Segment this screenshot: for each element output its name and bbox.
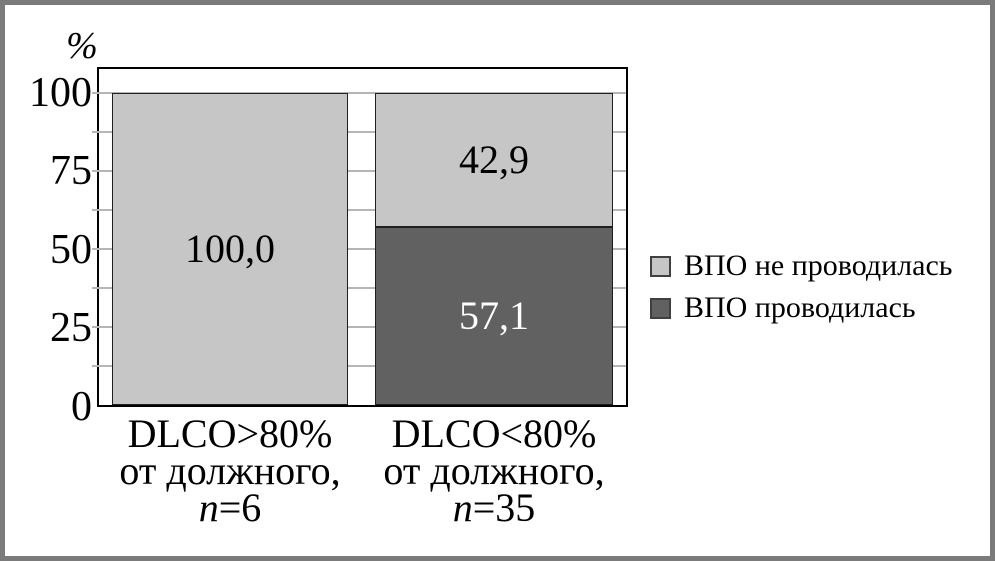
- gridline-25: [92, 326, 626, 328]
- legend-item-vpo-performed: ВПО проводилась: [650, 287, 952, 329]
- gridline-12.5: [92, 365, 626, 367]
- x-label-line-3: n=35: [344, 488, 644, 528]
- y-tick-100: 100: [29, 70, 92, 116]
- bar-segment-vpo-not-performed: 100,0: [112, 93, 348, 405]
- n-symbol: n: [452, 485, 473, 530]
- gridline-50: [92, 248, 626, 250]
- legend-item-vpo-not-performed: ВПО не проводилась: [650, 245, 952, 287]
- legend-swatch-light: [650, 255, 671, 277]
- segment-value-label: 42,9: [459, 136, 529, 182]
- n-value: =35: [472, 485, 536, 530]
- gridline-37.5: [92, 287, 626, 289]
- chart-canvas: % 100 75 50 25 0 100,0 57,1 42,9 DL: [5, 5, 990, 556]
- segment-value-label: 57,1: [459, 292, 529, 338]
- y-tick-25: 25: [50, 305, 92, 351]
- legend: ВПО не проводилась ВПО проводилась: [650, 245, 952, 329]
- y-tick-75: 75: [50, 148, 92, 194]
- gridline-75: [92, 170, 626, 172]
- gridlines-layer: [92, 69, 626, 405]
- x-label-line-3: n=6: [80, 488, 380, 528]
- bar-segment-vpo-not-performed: 42,9: [375, 93, 613, 227]
- legend-label: ВПО проводилась: [684, 291, 916, 324]
- plot-area: 100,0 57,1 42,9: [92, 67, 628, 407]
- segment-value-label: 100,0: [185, 226, 275, 271]
- y-axis-unit-label: %: [66, 25, 98, 67]
- y-tick-50: 50: [50, 227, 92, 273]
- n-value: =6: [218, 485, 262, 530]
- y-tick-0: 0: [71, 384, 92, 430]
- gridline-62.5: [92, 209, 626, 211]
- legend-label: ВПО не проводилась: [684, 249, 953, 282]
- bar-dlco-below-80: 57,1 42,9: [375, 69, 613, 405]
- x-category-label-dlco-above-80: DLCO>80% от должного, n=6: [80, 411, 380, 528]
- x-label-line-2: от должного,: [119, 448, 341, 493]
- n-symbol: n: [198, 485, 219, 530]
- gridline-87.5: [92, 131, 626, 133]
- x-label-line-1: DLCO>80%: [127, 411, 333, 456]
- legend-swatch-dark: [650, 297, 671, 319]
- x-category-label-dlco-below-80: DLCO<80% от должного, n=35: [344, 411, 644, 528]
- bar-segment-vpo-performed: 57,1: [375, 226, 613, 405]
- gridline-100: [92, 92, 626, 94]
- x-label-line-1: DLCO<80%: [391, 411, 597, 456]
- bar-dlco-above-80: 100,0: [112, 69, 348, 405]
- x-label-line-2: от должного,: [383, 448, 605, 493]
